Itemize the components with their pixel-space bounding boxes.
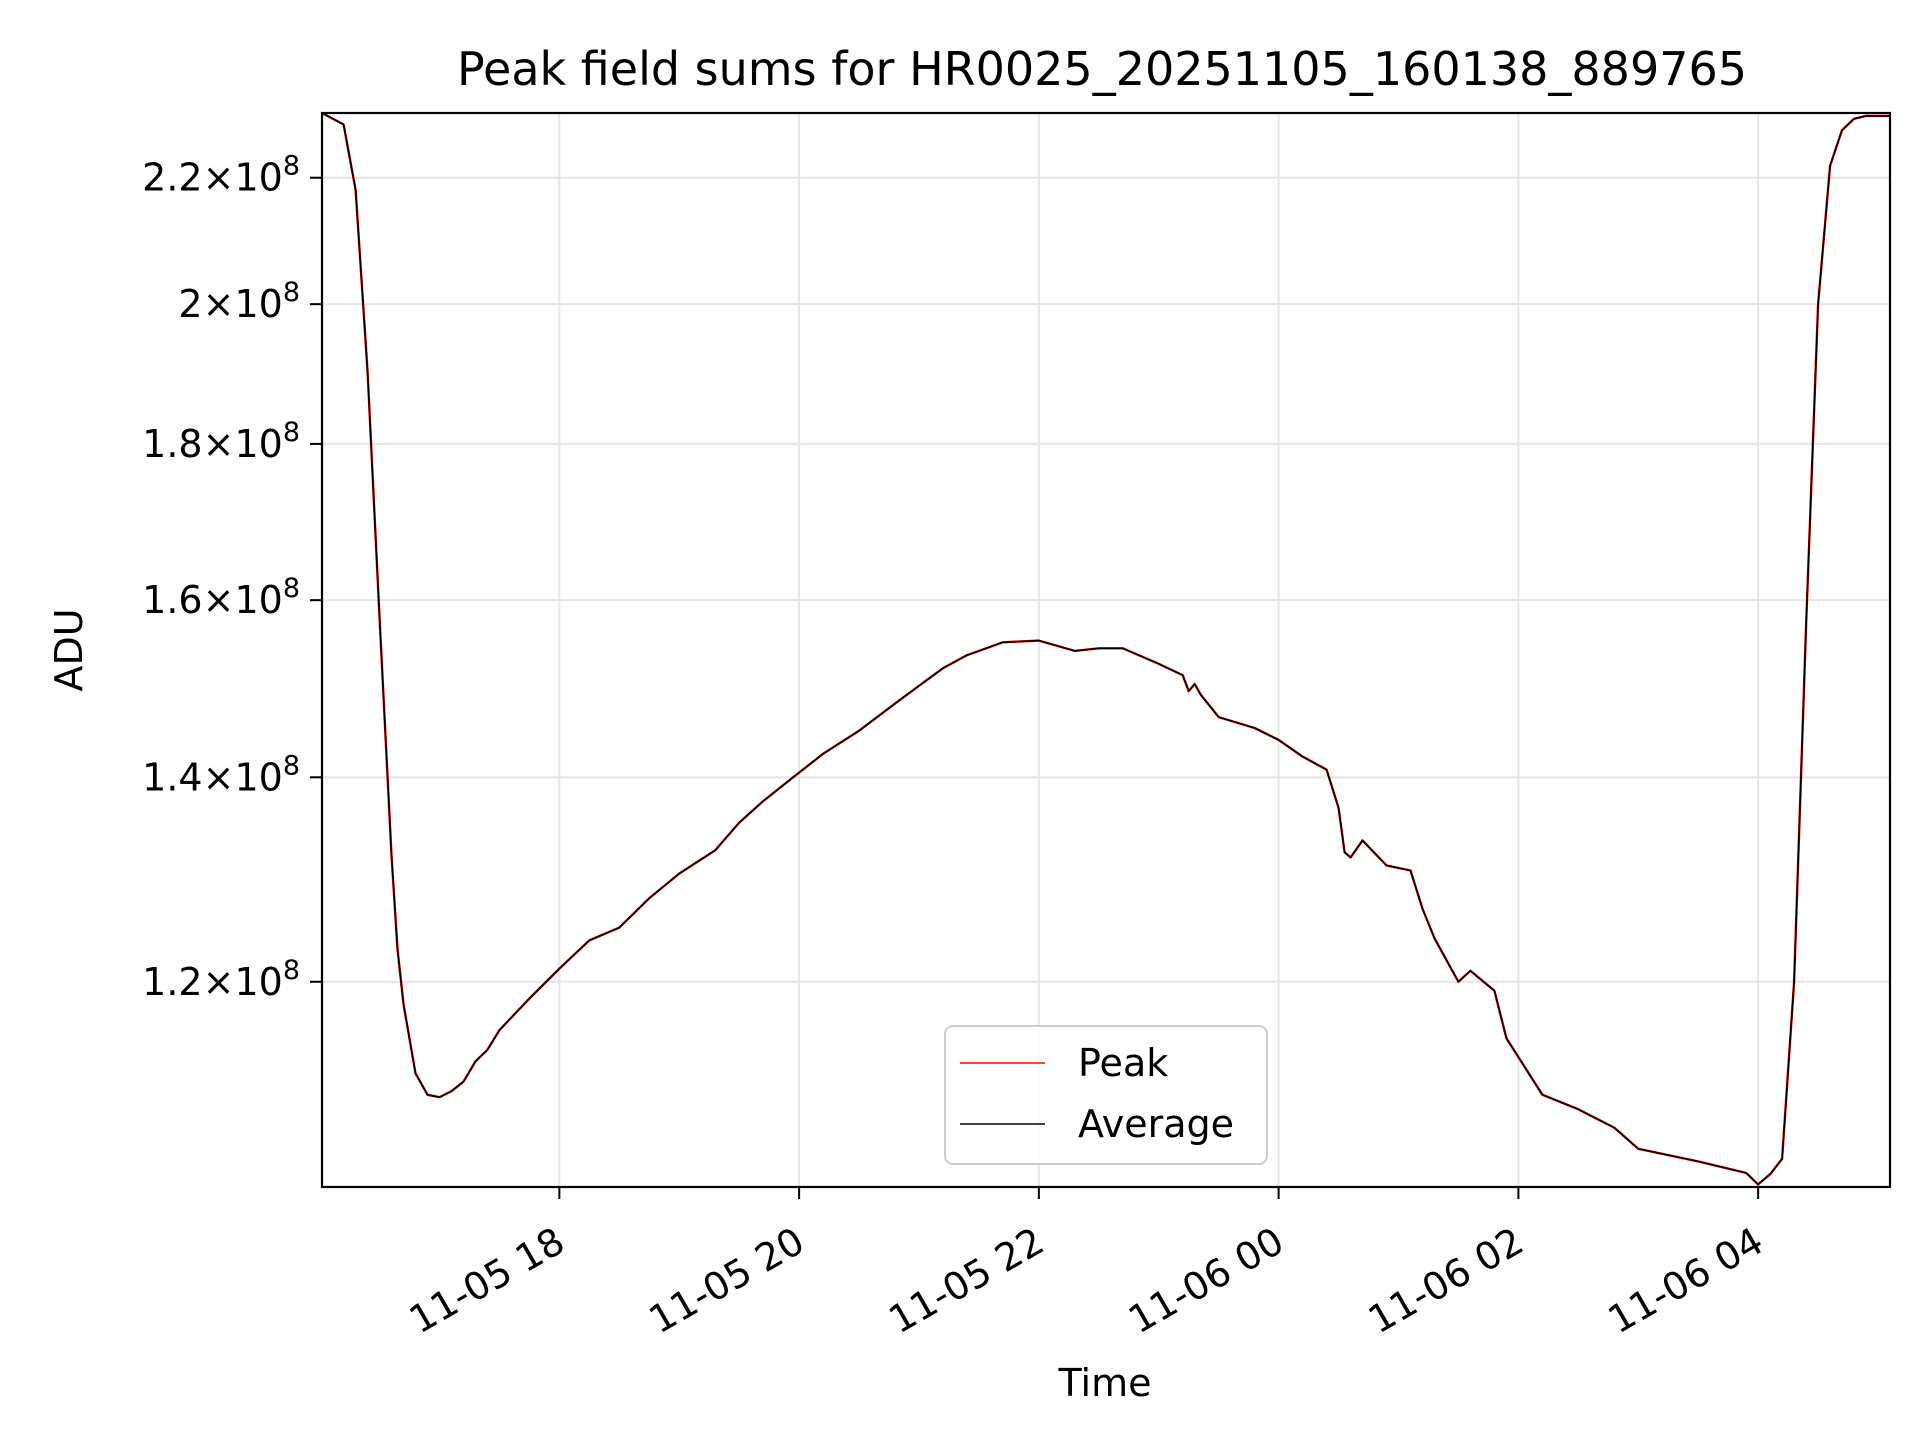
y-tick-mantissa: 1.2 xyxy=(142,960,202,1004)
y-tick-exponent: 8 xyxy=(283,417,300,448)
y-tick-label: 2.2×108 xyxy=(142,151,300,200)
plot-area-frame xyxy=(320,111,1892,1189)
series-line-average xyxy=(322,113,1890,1186)
chart-title: Peak field sums for HR0025_20251105_1601… xyxy=(457,42,1747,96)
grid xyxy=(322,113,1890,1187)
y-tick-label: 1.4×108 xyxy=(142,750,300,799)
y-tick-times: ×10 xyxy=(203,578,283,622)
y-tick-exponent: 8 xyxy=(283,955,300,986)
x-axis-label: Time xyxy=(1058,1361,1152,1405)
y-tick-times: ×10 xyxy=(203,960,283,1004)
y-tick-exponent: 8 xyxy=(283,573,300,604)
legend-box xyxy=(944,1025,1268,1165)
legend-label-peak: Peak xyxy=(1078,1041,1168,1085)
y-tick-exponent: 8 xyxy=(283,277,300,308)
y-tick-mantissa: 1.8 xyxy=(142,422,202,466)
y-tick-label: 1.8×108 xyxy=(142,417,300,466)
legend: Peak Average xyxy=(944,1025,1268,1165)
y-tick-label: 2×108 xyxy=(178,277,300,326)
y-tick-label: 1.6×108 xyxy=(142,573,300,622)
y-tick-mantissa: 1.4 xyxy=(142,755,202,799)
y-tick-mantissa: 1.6 xyxy=(142,578,202,622)
y-tick-exponent: 8 xyxy=(283,151,300,182)
y-tick-mantissa: 2 xyxy=(178,282,202,326)
y-tick-times: ×10 xyxy=(203,422,283,466)
y-tick-exponent: 8 xyxy=(283,750,300,781)
series-lines xyxy=(322,113,1890,1186)
y-tick-times: ×10 xyxy=(203,282,283,326)
y-tick-times: ×10 xyxy=(203,156,283,200)
y-tick-mantissa: 2.2 xyxy=(142,156,202,200)
y-axis-label: ADU xyxy=(47,608,91,691)
y-tick-times: ×10 xyxy=(203,755,283,799)
legend-label-average: Average xyxy=(1078,1102,1234,1146)
y-tick-label: 1.2×108 xyxy=(142,955,300,1004)
